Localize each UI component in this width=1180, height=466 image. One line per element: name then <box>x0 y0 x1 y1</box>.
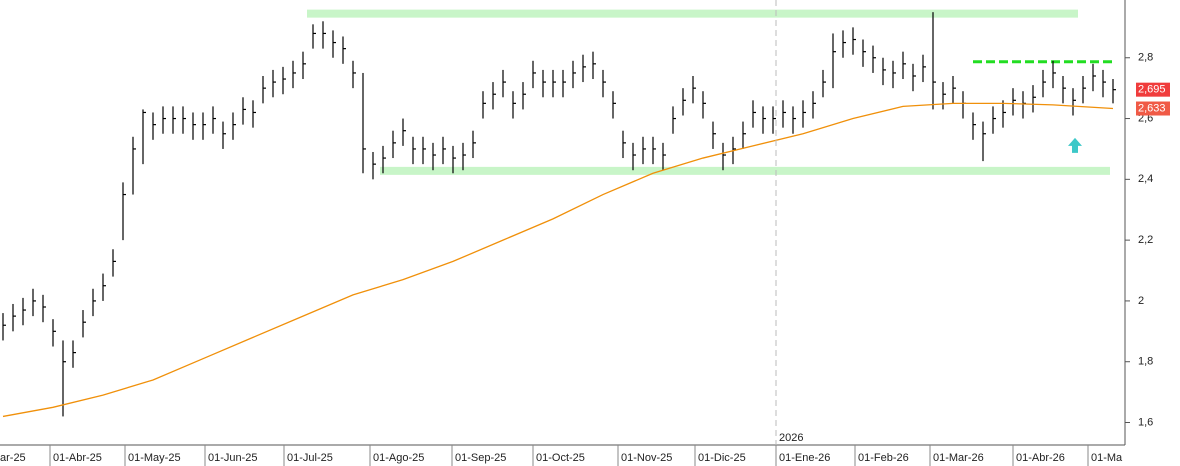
x-tick-label: 01-Jun-25 <box>208 452 258 464</box>
x-tick-label: ar-25 <box>0 452 26 464</box>
x-tick-label: 01-Abr-25 <box>53 452 102 464</box>
y-tick-label: 2 <box>1138 295 1144 307</box>
x-tick-label: 01-Ma <box>1091 452 1123 464</box>
x-tick-label: 01-Abr-26 <box>1016 452 1065 464</box>
plot-area <box>2 9 1116 418</box>
price-tag <box>1136 101 1170 116</box>
price-tag-label: 2,633 <box>1138 102 1166 114</box>
moving-average <box>2 102 1114 418</box>
x-tick-label: 01-Oct-25 <box>536 452 585 464</box>
x-tick-label: 01-Nov-25 <box>621 452 672 464</box>
y-tick-label: 3 <box>1138 0 1144 3</box>
price-tag <box>1136 82 1170 97</box>
y-tick-label: 2,8 <box>1138 52 1153 64</box>
x-tick-label: 01-Mar-26 <box>933 452 984 464</box>
x-tick-label: 01-Ene-26 <box>779 452 830 464</box>
y-tick-label: 2,4 <box>1138 173 1153 185</box>
arrow-up <box>1068 137 1082 153</box>
x-tick-label: 01-Feb-26 <box>858 452 909 464</box>
y-tick-label: 1,6 <box>1138 416 1153 428</box>
x-tick-label: 01-Ago-25 <box>373 452 424 464</box>
year-label: 2026 <box>779 432 803 444</box>
x-tick-label: 01-Sep-25 <box>455 452 506 464</box>
y-tick-label: 2,2 <box>1138 234 1153 246</box>
x-tick-label: 01-May-25 <box>128 452 181 464</box>
x-tick-label: 01-Jul-25 <box>287 452 333 464</box>
x-tick-label: 01-Dic-25 <box>698 452 746 464</box>
price-tag-label: 2,695 <box>1138 84 1166 96</box>
y-tick-label: 1,8 <box>1138 356 1153 368</box>
